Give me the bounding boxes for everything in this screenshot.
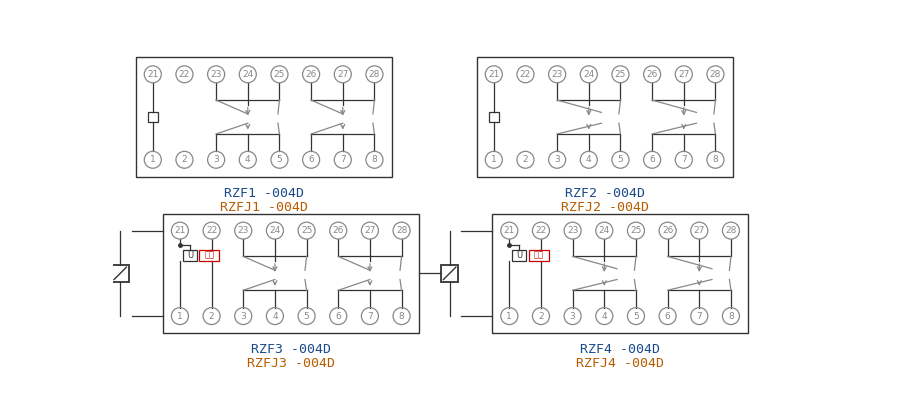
Text: 1: 1: [491, 155, 497, 164]
Text: 25: 25: [301, 226, 312, 235]
Text: 8: 8: [713, 155, 718, 164]
Text: 28: 28: [396, 226, 408, 235]
Text: 3: 3: [213, 155, 219, 164]
Bar: [492, 214, 748, 333]
Text: 27: 27: [364, 226, 375, 235]
Text: 26: 26: [646, 70, 658, 79]
Text: 23: 23: [211, 70, 221, 79]
Text: 24: 24: [598, 226, 610, 235]
Text: 2: 2: [538, 312, 544, 320]
Text: 3: 3: [240, 312, 246, 320]
Text: 8: 8: [728, 312, 733, 320]
Text: 21: 21: [147, 70, 158, 79]
Bar: [477, 57, 733, 177]
Text: 4: 4: [586, 155, 591, 164]
Text: U: U: [187, 251, 194, 260]
Text: RZFJ1 -004D: RZFJ1 -004D: [220, 201, 308, 214]
Bar: [136, 57, 392, 177]
Text: 6: 6: [308, 155, 314, 164]
Text: 6: 6: [649, 155, 655, 164]
Bar: [112, 265, 129, 282]
Text: 电源: 电源: [204, 251, 214, 260]
Text: 1: 1: [177, 312, 183, 320]
Text: 24: 24: [583, 70, 594, 79]
Text: U: U: [517, 251, 522, 260]
Text: 4: 4: [601, 312, 608, 320]
Text: 6: 6: [665, 312, 670, 320]
Text: RZF1 -004D: RZF1 -004D: [223, 187, 303, 200]
Text: 23: 23: [238, 226, 249, 235]
Text: 24: 24: [242, 70, 254, 79]
Text: 2: 2: [182, 155, 187, 164]
Text: RZFJ4 -004D: RZFJ4 -004D: [576, 357, 664, 370]
Text: 25: 25: [630, 226, 642, 235]
Text: 27: 27: [338, 70, 348, 79]
Text: 5: 5: [617, 155, 624, 164]
Text: 2: 2: [523, 155, 528, 164]
Text: 26: 26: [662, 226, 673, 235]
Text: 28: 28: [369, 70, 380, 79]
Text: RZFJ2 -004D: RZFJ2 -004D: [561, 201, 649, 214]
Text: 2: 2: [209, 312, 214, 320]
Text: RZF3 -004D: RZF3 -004D: [251, 344, 331, 356]
Text: 7: 7: [340, 155, 346, 164]
Text: RZF2 -004D: RZF2 -004D: [564, 187, 644, 200]
Text: 电源: 电源: [534, 251, 544, 260]
Text: 28: 28: [725, 226, 736, 235]
Text: 25: 25: [615, 70, 626, 79]
Text: 7: 7: [697, 312, 702, 320]
Text: 5: 5: [633, 312, 639, 320]
Bar: [441, 265, 458, 282]
Text: 22: 22: [179, 70, 190, 79]
Bar: [199, 250, 220, 261]
Text: 3: 3: [570, 312, 575, 320]
Text: 26: 26: [305, 70, 317, 79]
Bar: [163, 214, 418, 333]
Text: 7: 7: [367, 312, 373, 320]
Text: 21: 21: [175, 226, 185, 235]
Text: 27: 27: [678, 70, 689, 79]
Text: 27: 27: [694, 226, 705, 235]
Text: 28: 28: [710, 70, 721, 79]
Text: 22: 22: [520, 70, 531, 79]
Text: 5: 5: [303, 312, 310, 320]
Text: 21: 21: [488, 70, 500, 79]
Text: 26: 26: [333, 226, 344, 235]
Text: 8: 8: [372, 155, 377, 164]
Text: 8: 8: [399, 312, 404, 320]
Text: 7: 7: [681, 155, 687, 164]
Text: 4: 4: [245, 155, 250, 164]
Text: 3: 3: [554, 155, 560, 164]
Text: 23: 23: [567, 226, 579, 235]
Text: 6: 6: [336, 312, 341, 320]
Text: 21: 21: [504, 226, 515, 235]
Bar: [148, 112, 157, 122]
Bar: [489, 112, 499, 122]
Text: 1: 1: [150, 155, 156, 164]
Text: 23: 23: [552, 70, 562, 79]
Text: 22: 22: [206, 226, 217, 235]
Bar: [512, 250, 526, 261]
Text: 5: 5: [276, 155, 283, 164]
Text: RZF4 -004D: RZF4 -004D: [580, 344, 660, 356]
Bar: [183, 250, 197, 261]
Text: 24: 24: [269, 226, 281, 235]
Text: 4: 4: [272, 312, 278, 320]
Text: RZFJ3 -004D: RZFJ3 -004D: [247, 357, 335, 370]
Text: 1: 1: [507, 312, 512, 320]
Text: 25: 25: [274, 70, 285, 79]
Text: 22: 22: [536, 226, 546, 235]
Bar: [528, 250, 549, 261]
